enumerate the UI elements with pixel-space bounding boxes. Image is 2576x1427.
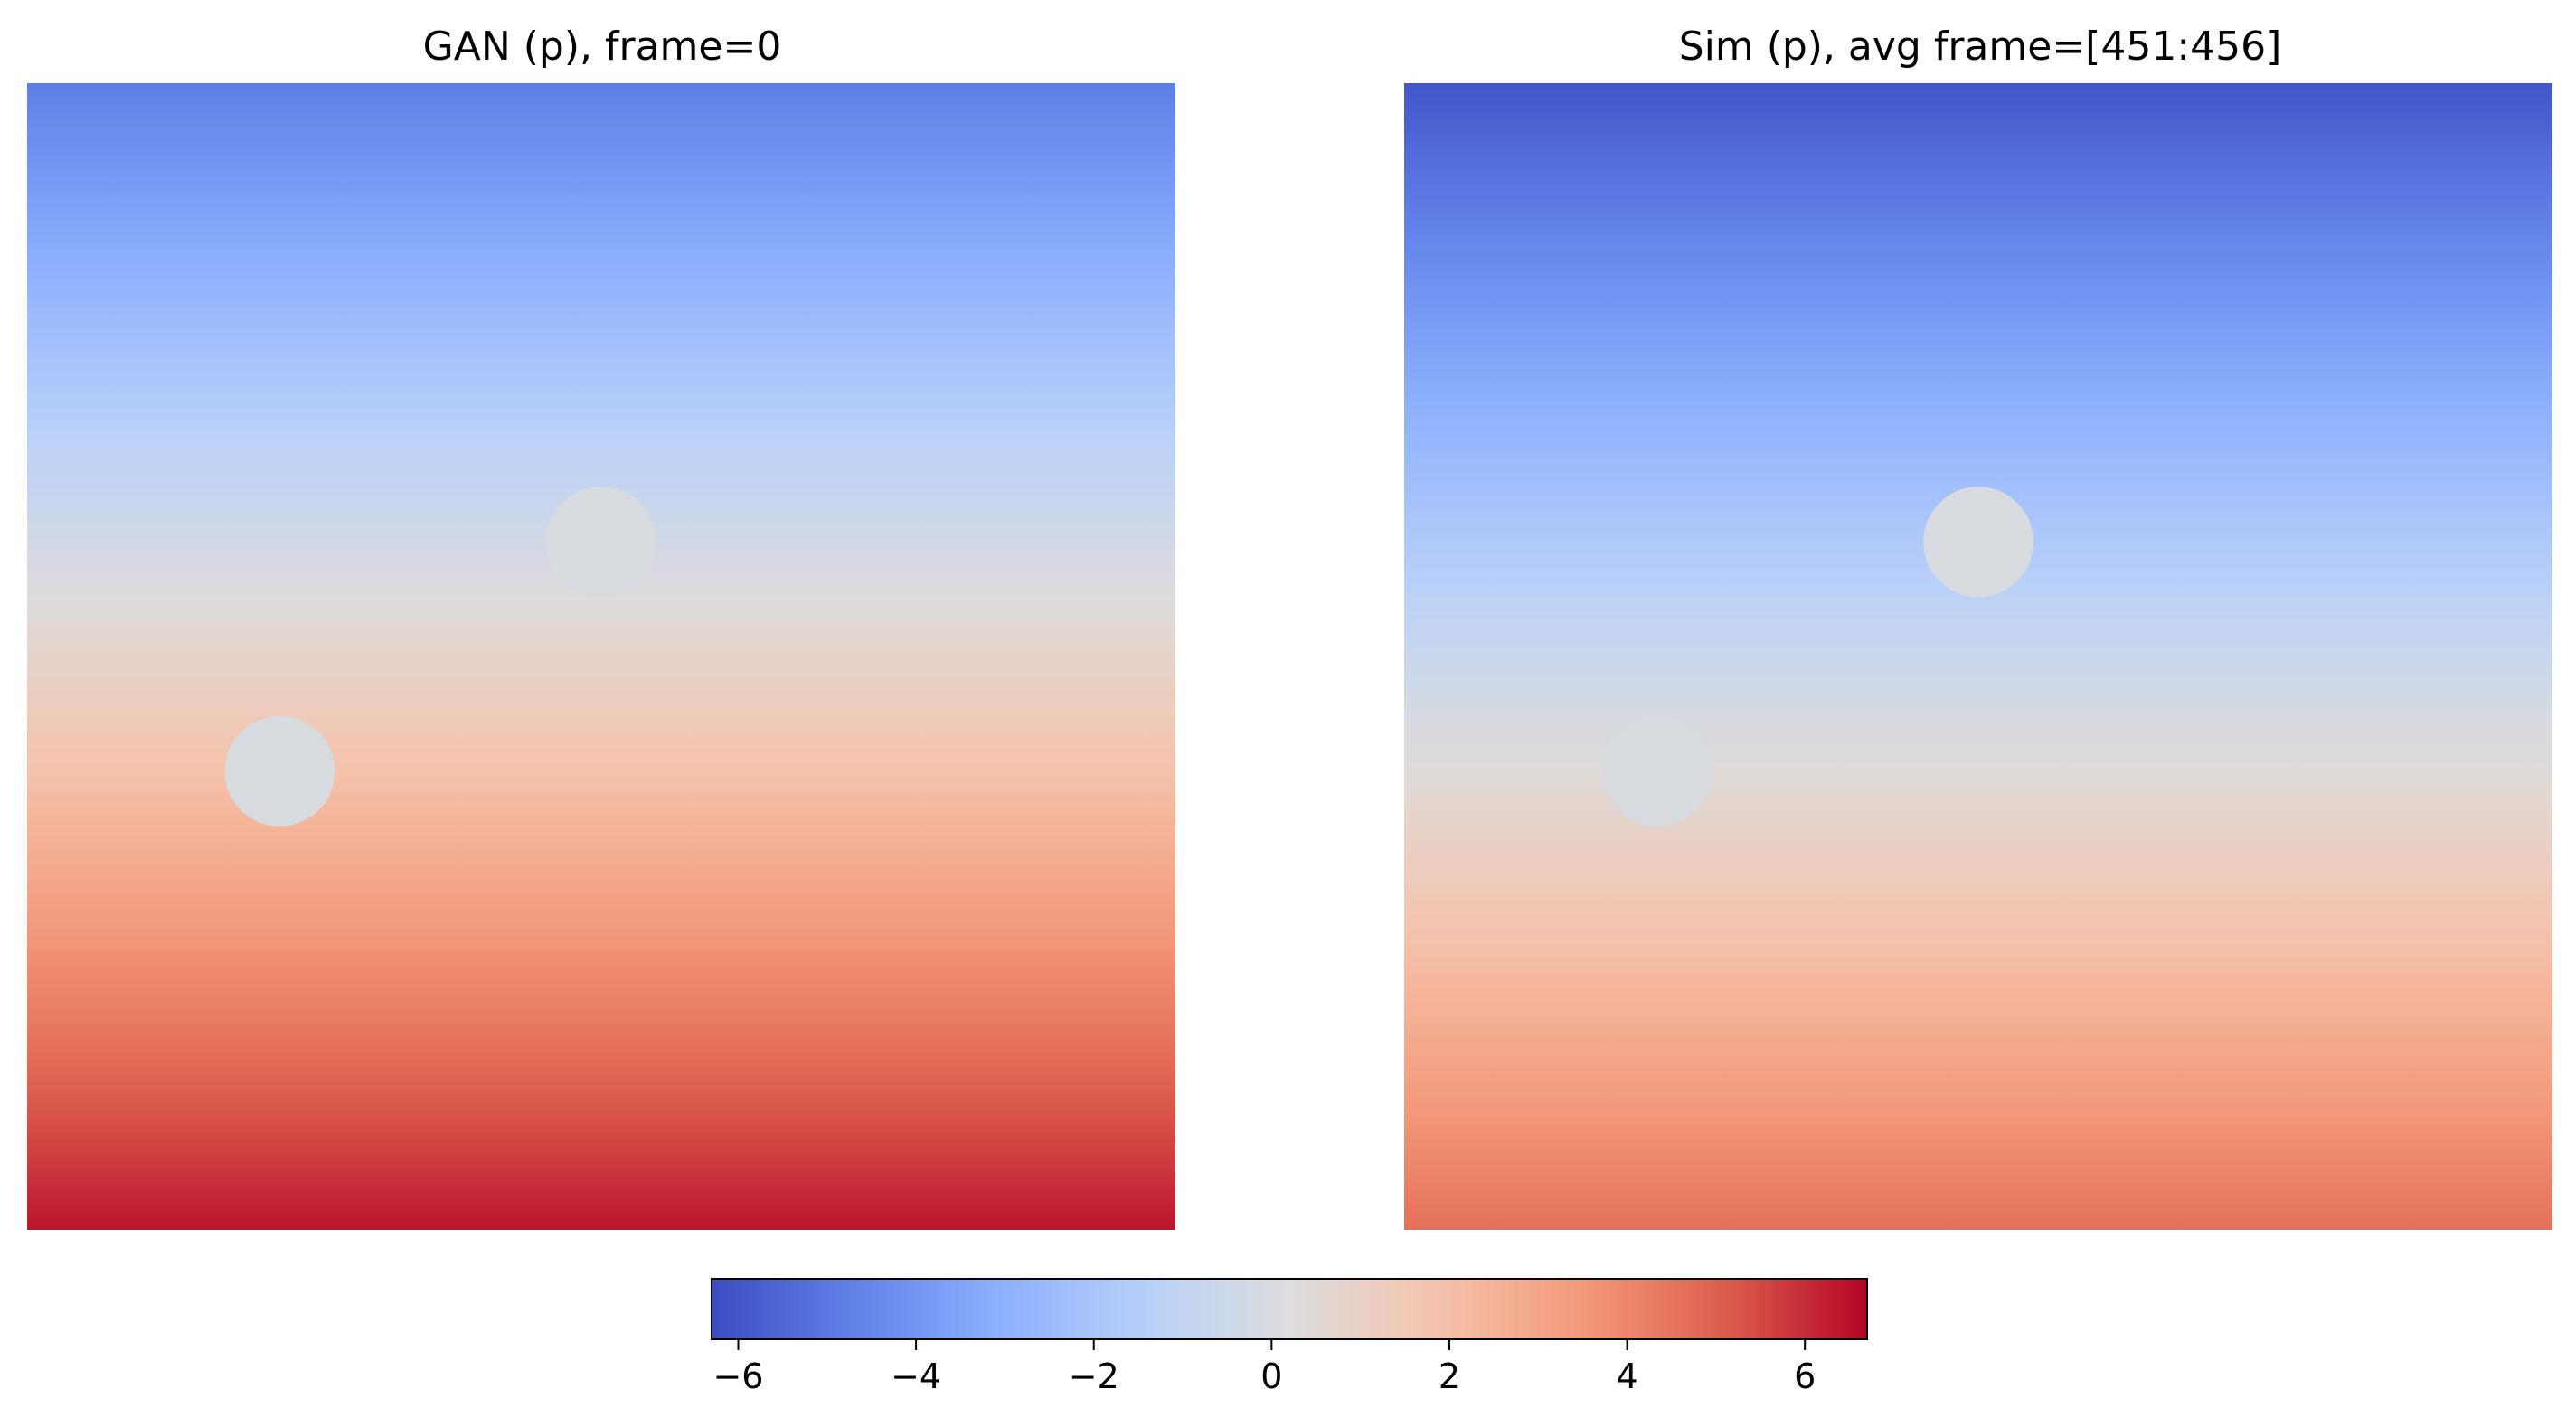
panel-sim-obstacles: [1601, 487, 2033, 827]
obstacle-circle-2: [224, 715, 335, 827]
obstacle-circle-1: [1923, 487, 2033, 598]
panel-gan-title: GAN (p), frame=0: [423, 24, 782, 70]
panel-sim: Sim (p), avg frame=[451:456]: [1404, 24, 2552, 1230]
colorbar-ticks: −6 −4 −2 0 2 4 6: [712, 1339, 1816, 1396]
panel-sim-title: Sim (p), avg frame=[451:456]: [1679, 24, 2282, 70]
colorbar-gradient: [711, 1278, 1868, 1340]
obstacle-circle-2: [1601, 715, 1713, 827]
colorbar-tick-label: 2: [1439, 1356, 1460, 1396]
panel-sim-heatmap: [1404, 83, 2552, 1230]
colorbar-tick-label: 4: [1616, 1356, 1637, 1396]
panel-gan-obstacles: [224, 487, 656, 827]
colorbar-tick-label: 0: [1260, 1356, 1282, 1396]
obstacle-circle-1: [546, 487, 656, 598]
panel-gan: GAN (p), frame=0: [27, 24, 1175, 1230]
colorbar: −6 −4 −2 0 2 4 6: [711, 1278, 1868, 1396]
colorbar-tick-label: −2: [1069, 1356, 1119, 1396]
colorbar-tick-label: −6: [712, 1356, 763, 1396]
colorbar-tick-label: 6: [1794, 1356, 1816, 1396]
panel-gan-heatmap: [27, 83, 1175, 1230]
colorbar-tick-label: −4: [891, 1356, 941, 1396]
